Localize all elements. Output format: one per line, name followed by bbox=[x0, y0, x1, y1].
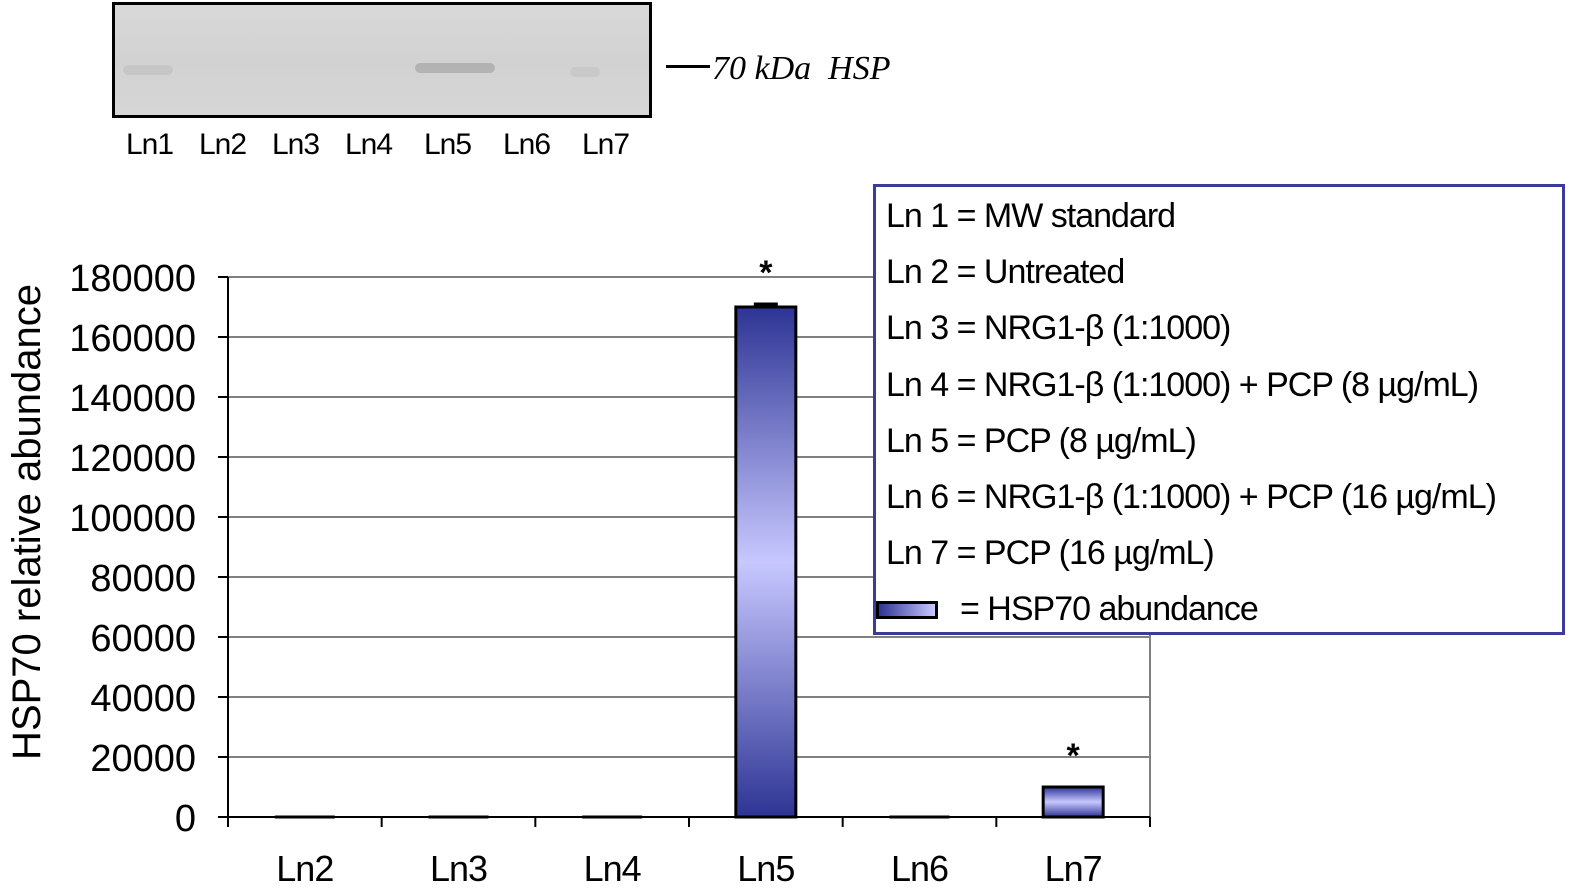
legend-item-ln7: Ln 7 = PCP (16 µg/mL) bbox=[886, 534, 1215, 572]
x-tick-label: Ln2 bbox=[276, 848, 333, 889]
y-tick-label: 160000 bbox=[69, 318, 196, 360]
significance-marker: * bbox=[759, 254, 773, 292]
x-tick-label: Ln7 bbox=[1045, 848, 1102, 889]
blot-lane-label-5: Ln5 bbox=[424, 128, 472, 161]
y-tick-label: 100000 bbox=[69, 498, 196, 540]
molecular-weight-marker-label: 70 kDa HSP bbox=[712, 50, 891, 87]
y-tick-label: 0 bbox=[175, 798, 196, 840]
x-tick-label: Ln3 bbox=[430, 848, 487, 889]
bar bbox=[734, 305, 798, 819]
chart-legend: Ln 1 = MW standard Ln 2 = Untreated Ln 3… bbox=[873, 184, 1565, 635]
blot-lane-label-3: Ln3 bbox=[272, 128, 320, 161]
legend-item-ln1: Ln 1 = MW standard bbox=[886, 197, 1176, 235]
legend-swatch-hsp70 bbox=[876, 601, 938, 619]
y-tick-label: 140000 bbox=[69, 378, 196, 420]
legend-item-ln2: Ln 2 = Untreated bbox=[886, 253, 1125, 291]
x-tick-label: Ln4 bbox=[584, 848, 641, 889]
western-blot-image bbox=[112, 2, 652, 118]
legend-item-ln6: Ln 6 = NRG1-β (1:1000) + PCP (16 µg/mL) bbox=[886, 478, 1497, 516]
y-tick-label: 80000 bbox=[90, 558, 196, 600]
x-tick-label: Ln6 bbox=[891, 848, 948, 889]
legend-item-ln3: Ln 3 = NRG1-β (1:1000) bbox=[886, 309, 1231, 347]
y-tick-label: 180000 bbox=[69, 258, 196, 300]
blot-lane-label-6: Ln6 bbox=[503, 128, 551, 161]
y-tick-label: 40000 bbox=[90, 678, 196, 720]
legend-item-ln5: Ln 5 = PCP (8 µg/mL) bbox=[886, 422, 1197, 460]
legend-item-ln4: Ln 4 = NRG1-β (1:1000) + PCP (8 µg/mL) bbox=[886, 366, 1479, 404]
blot-lane-label-1: Ln1 bbox=[126, 128, 174, 161]
legend-swatch-label: = HSP70 abundance bbox=[960, 590, 1259, 628]
blot-band-ln1 bbox=[123, 65, 173, 75]
y-tick-label: 120000 bbox=[69, 438, 196, 480]
blot-band-ln5 bbox=[415, 63, 495, 73]
y-tick-label: 60000 bbox=[90, 618, 196, 660]
y-tick-label: 20000 bbox=[90, 738, 196, 780]
y-axis-title: HSP70 relative abundance bbox=[5, 284, 49, 760]
blot-lane-label-4: Ln4 bbox=[345, 128, 393, 161]
x-tick-label: Ln5 bbox=[737, 848, 794, 889]
molecular-weight-marker-line bbox=[666, 65, 710, 68]
significance-marker: * bbox=[1067, 737, 1081, 775]
blot-lane-label-2: Ln2 bbox=[199, 128, 247, 161]
blot-band-ln7 bbox=[570, 67, 600, 77]
bar bbox=[1041, 785, 1105, 819]
blot-lane-label-7: Ln7 bbox=[582, 128, 630, 161]
